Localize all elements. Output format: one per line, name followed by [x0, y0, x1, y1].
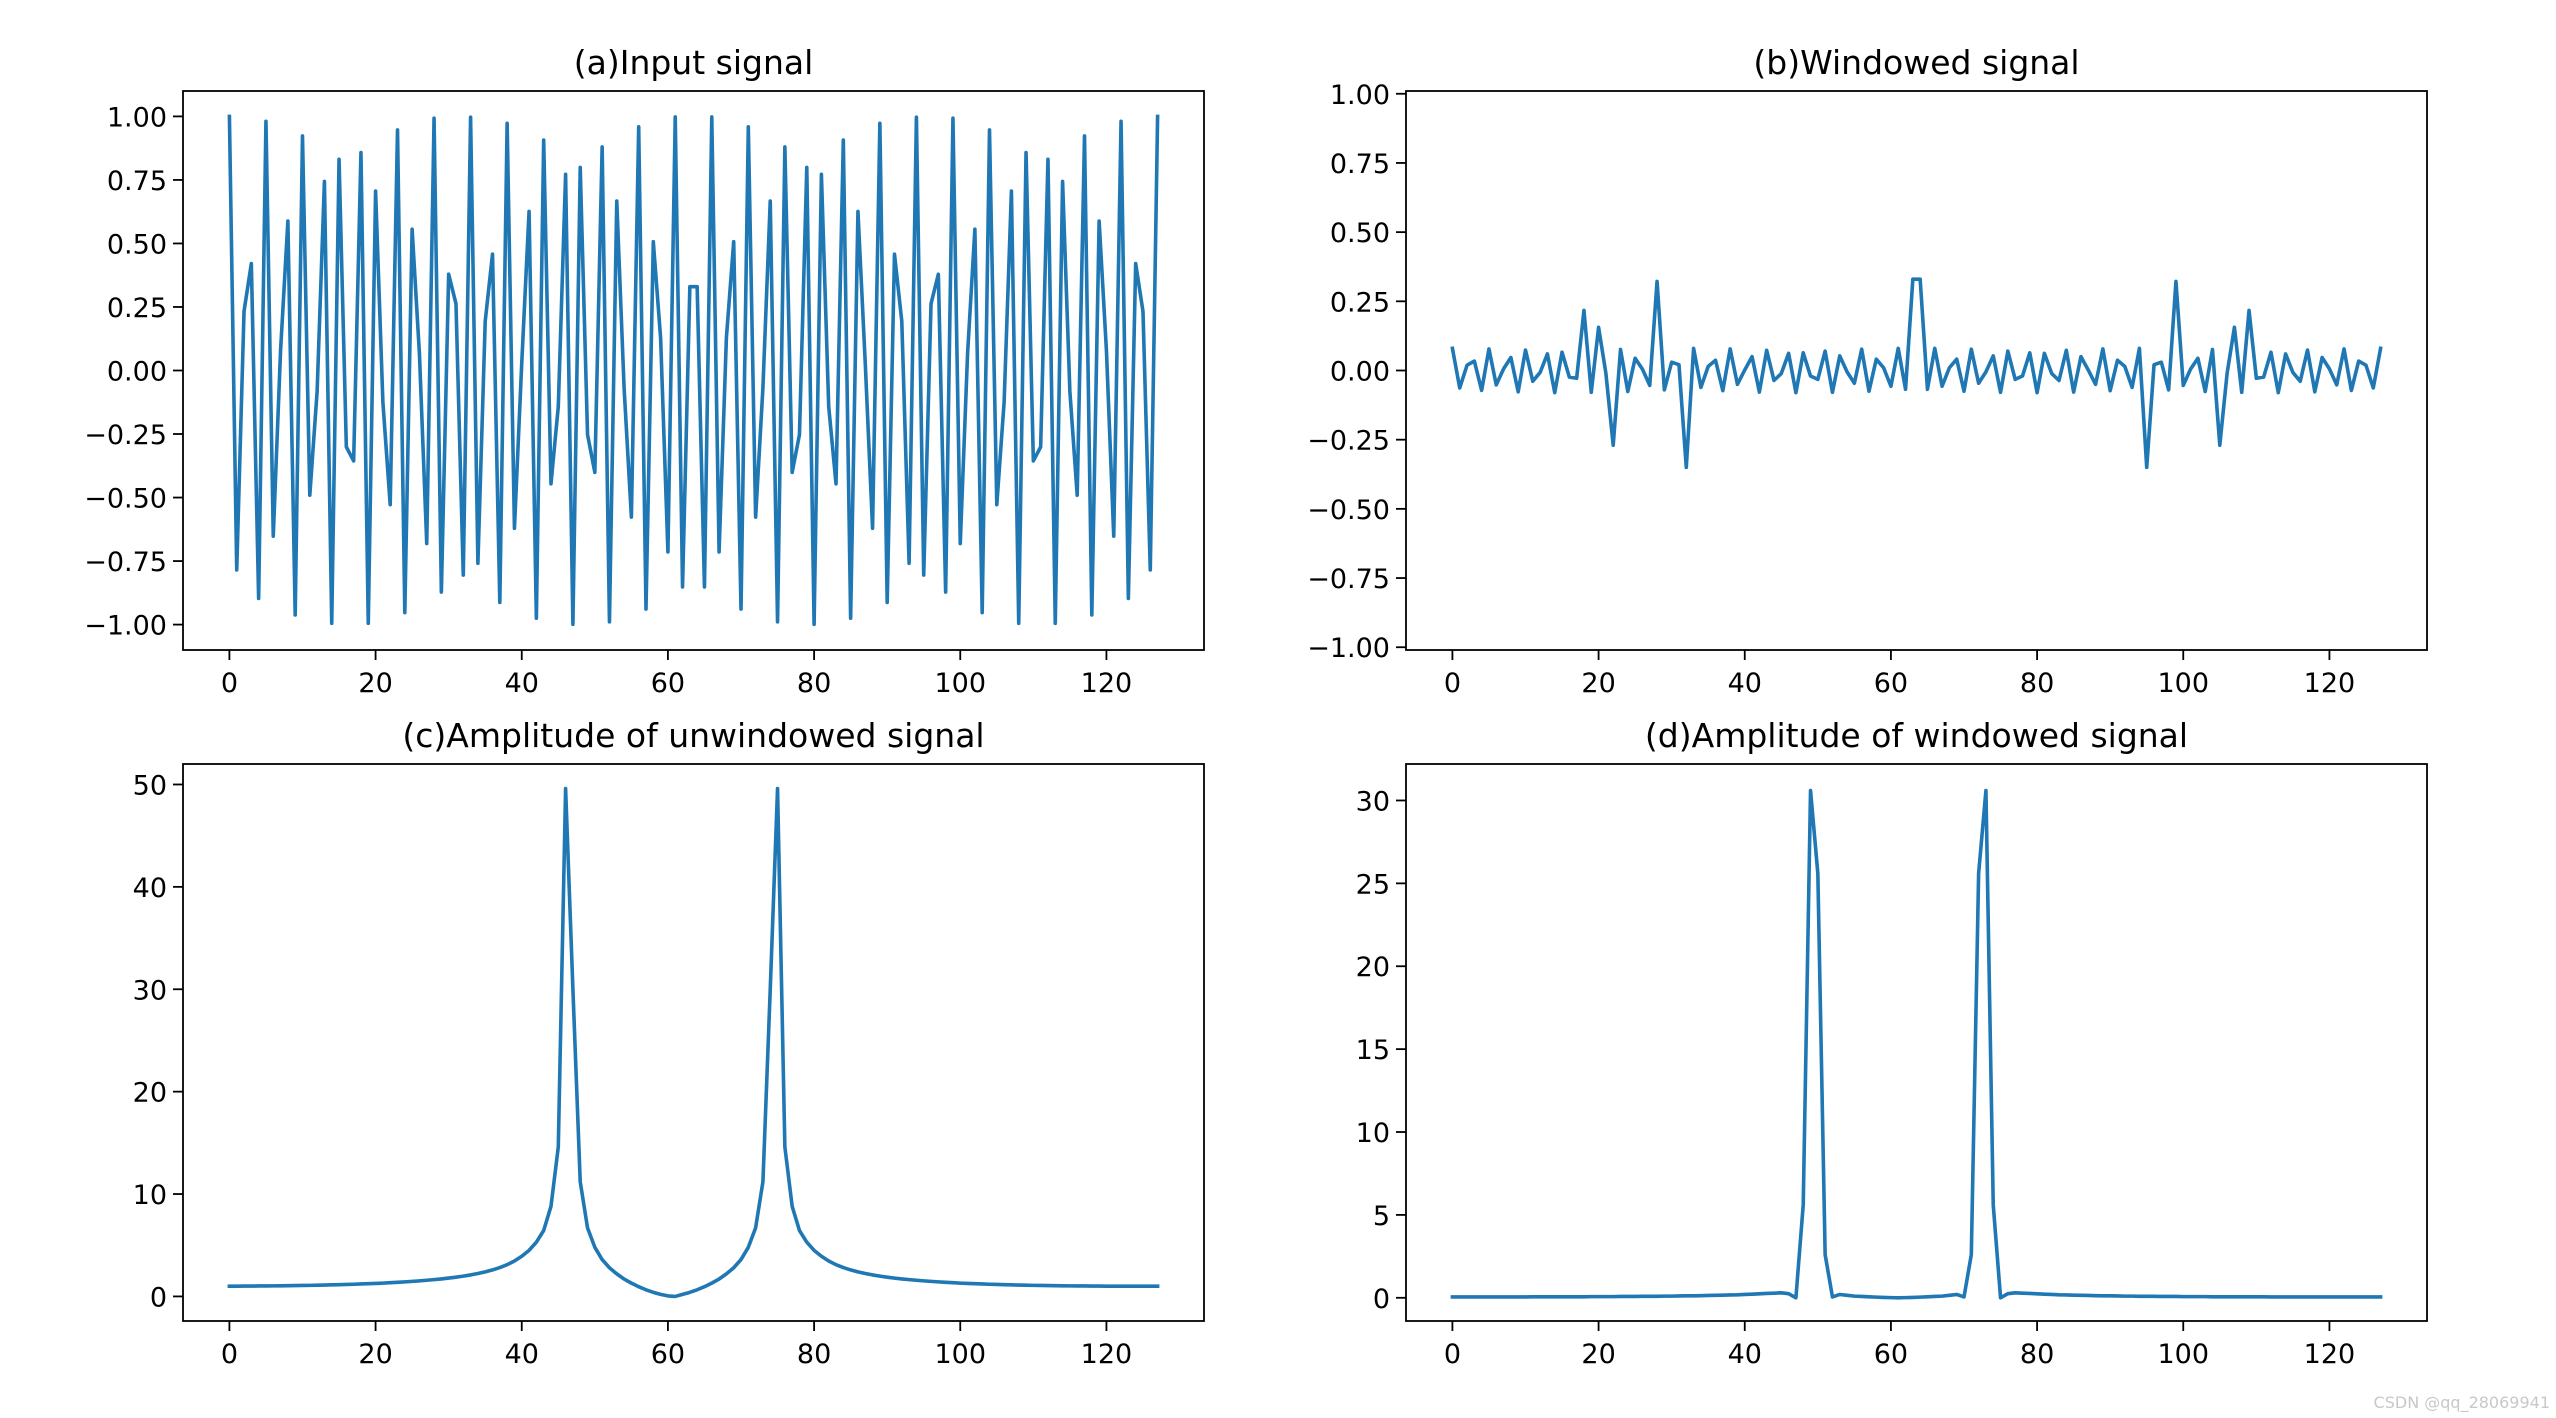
- chart-windowed-amplitude-xtick-label: 60: [1874, 1339, 1908, 1370]
- chart-unwindowed-amplitude-ytick-label: 10: [133, 1180, 167, 1211]
- chart-unwindowed-amplitude-xtick-label: 80: [797, 1339, 831, 1370]
- chart-input-signal-ytick-label: −0.75: [84, 547, 167, 578]
- chart-input-signal-ytick-label: 0.25: [107, 293, 167, 324]
- chart-windowed-amplitude-xtick-label: 80: [2020, 1339, 2054, 1370]
- chart-windowed-signal-xtick-label: 0: [1444, 668, 1461, 699]
- chart-windowed-signal-ytick-label: 0.75: [1330, 149, 1390, 180]
- chart-windowed-amplitude-ytick-label: 25: [1356, 869, 1390, 900]
- chart-windowed-signal-ytick-label: 1.00: [1330, 80, 1390, 111]
- chart-input-signal-ytick-label: 0.75: [107, 166, 167, 197]
- chart-windowed-signal-xtick-label: 80: [2020, 668, 2054, 699]
- chart-windowed-signal-ytick-label: 0.50: [1330, 218, 1390, 249]
- chart-windowed-signal-title: (b)Windowed signal: [1753, 43, 2079, 82]
- chart-windowed-amplitude: (d)Amplitude of windowed signal 0 20 40 60 80…: [1356, 716, 2428, 1370]
- chart-unwindowed-amplitude-xtick-label: 20: [358, 1339, 392, 1370]
- chart-windowed-amplitude-series-line: [1450, 788, 2383, 1300]
- chart-unwindowed-amplitude-title: (c)Amplitude of unwindowed signal: [402, 716, 984, 755]
- chart-input-signal-ytick-label: 0.50: [107, 229, 167, 260]
- chart-input-signal-xtick-label: 40: [505, 668, 539, 699]
- chart-windowed-amplitude-xtick-label: 120: [2304, 1339, 2356, 1370]
- chart-unwindowed-amplitude-xtick-label: 60: [651, 1339, 685, 1370]
- chart-unwindowed-amplitude-xtick-label: 0: [221, 1339, 238, 1370]
- chart-unwindowed-amplitude-xtick-label: 40: [505, 1339, 539, 1370]
- chart-windowed-amplitude-ytick-label: 0: [1373, 1284, 1390, 1315]
- chart-windowed-signal-series-line: [1450, 277, 2383, 470]
- chart-windowed-amplitude-xtick-label: 40: [1728, 1339, 1762, 1370]
- chart-input-signal-xtick-label: 120: [1081, 668, 1133, 699]
- watermark: CSDN @qq_28069941: [2373, 1393, 2550, 1412]
- chart-windowed-amplitude-xtick-label: 20: [1581, 1339, 1615, 1370]
- chart-input-signal-xtick-label: 60: [651, 668, 685, 699]
- chart-unwindowed-amplitude-ytick-label: 0: [150, 1282, 167, 1313]
- chart-windowed-amplitude-xtick-label: 100: [2157, 1339, 2209, 1370]
- chart-unwindowed-amplitude-ytick-label: 50: [133, 770, 167, 801]
- chart-windowed-amplitude-xtick-label: 0: [1444, 1339, 1461, 1370]
- chart-input-signal-xtick-label: 0: [221, 668, 238, 699]
- chart-input-signal-xtick-label: 20: [358, 668, 392, 699]
- chart-windowed-signal-xtick-label: 120: [2304, 668, 2356, 699]
- chart-input-signal-ytick-label: −0.25: [84, 420, 167, 451]
- chart-windowed-signal-ytick-label: −0.25: [1307, 426, 1390, 457]
- chart-windowed-signal-ytick-label: −0.75: [1307, 564, 1390, 595]
- chart-input-signal-xtick-label: 100: [934, 668, 986, 699]
- chart-windowed-signal-xtick-label: 100: [2157, 668, 2209, 699]
- chart-windowed-signal-ytick-label: −1.00: [1307, 633, 1390, 664]
- chart-windowed-signal-ytick-label: 0.25: [1330, 287, 1390, 318]
- chart-input-signal-xtick-label: 80: [797, 668, 831, 699]
- chart-windowed-signal: (b)Windowed signal 0 20 40 60 80 100 120 −1.00 −0…: [1307, 43, 2428, 699]
- chart-windowed-amplitude-ytick-label: 10: [1356, 1118, 1390, 1149]
- chart-input-signal-ytick-label: 1.00: [107, 102, 167, 133]
- chart-windowed-amplitude-ytick-label: 30: [1356, 786, 1390, 817]
- chart-windowed-amplitude-axes-frame: [1405, 763, 2428, 1322]
- chart-windowed-signal-ytick-label: 0.00: [1330, 357, 1390, 388]
- chart-input-signal: (a)Input signal 0 20 40 60 80 100 120 −1.00 −0.75…: [84, 43, 1205, 699]
- chart-input-signal-ytick-label: −0.50: [84, 484, 167, 515]
- chart-windowed-amplitude-ytick-label: 15: [1356, 1035, 1390, 1066]
- chart-unwindowed-amplitude-axes-frame: [182, 763, 1205, 1322]
- chart-input-signal-series-line: [227, 114, 1160, 627]
- chart-windowed-amplitude-ytick-label: 20: [1356, 952, 1390, 983]
- chart-input-signal-ytick-label: −1.00: [84, 611, 167, 642]
- chart-unwindowed-amplitude: (c)Amplitude of unwindowed signal 0 20 40 60…: [133, 716, 1205, 1370]
- chart-unwindowed-amplitude-ytick-label: 40: [133, 873, 167, 904]
- chart-input-signal-ytick-label: 0.00: [107, 357, 167, 388]
- chart-windowed-signal-xtick-label: 40: [1728, 668, 1762, 699]
- chart-unwindowed-amplitude-xtick-label: 100: [934, 1339, 986, 1370]
- chart-unwindowed-amplitude-xtick-label: 120: [1081, 1339, 1133, 1370]
- chart-unwindowed-amplitude-series-line: [227, 786, 1160, 1299]
- chart-unwindowed-amplitude-ytick-label: 30: [133, 975, 167, 1006]
- chart-windowed-amplitude-title: (d)Amplitude of windowed signal: [1645, 716, 2188, 755]
- chart-unwindowed-amplitude-ytick-label: 20: [133, 1078, 167, 1109]
- chart-windowed-signal-xtick-label: 20: [1581, 668, 1615, 699]
- chart-windowed-signal-xtick-label: 60: [1874, 668, 1908, 699]
- chart-windowed-signal-ytick-label: −0.50: [1307, 495, 1390, 526]
- chart-input-signal-title: (a)Input signal: [574, 43, 814, 82]
- chart-windowed-amplitude-ytick-label: 5: [1373, 1201, 1390, 1232]
